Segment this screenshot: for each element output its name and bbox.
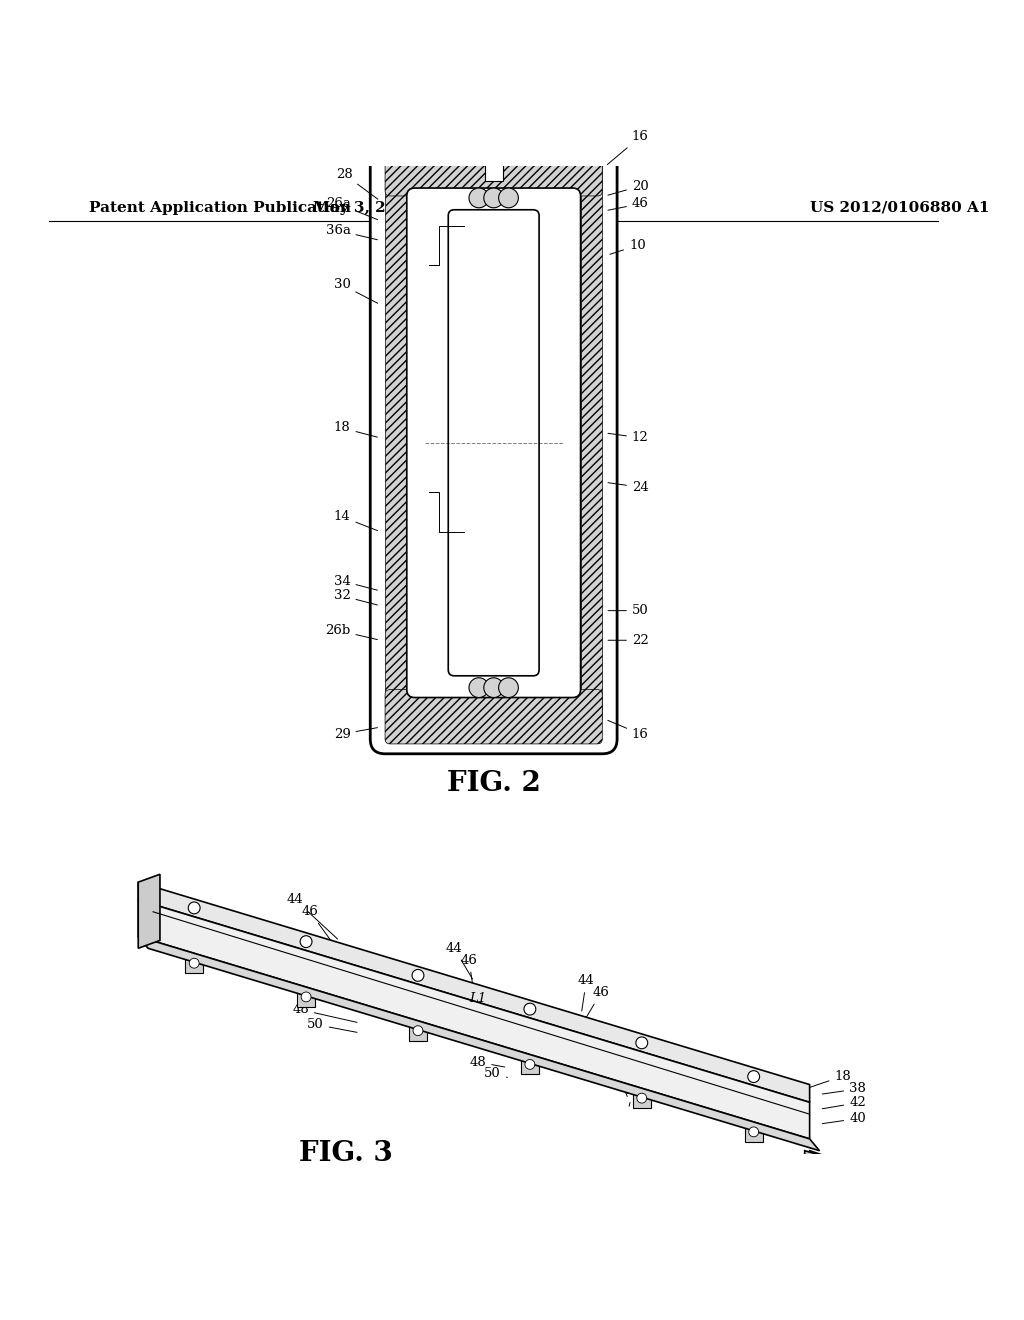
Text: 32: 32 bbox=[334, 589, 378, 605]
FancyBboxPatch shape bbox=[385, 689, 602, 744]
Text: Patent Application Publication: Patent Application Publication bbox=[89, 201, 351, 215]
FancyBboxPatch shape bbox=[449, 210, 539, 676]
Text: 50: 50 bbox=[484, 1068, 508, 1080]
Text: FIG. 3: FIG. 3 bbox=[299, 1140, 392, 1167]
Circle shape bbox=[525, 1060, 535, 1069]
Text: 40: 40 bbox=[822, 1111, 866, 1125]
Polygon shape bbox=[744, 1122, 763, 1142]
Circle shape bbox=[749, 1127, 759, 1137]
Text: 10: 10 bbox=[610, 239, 646, 255]
Text: 46: 46 bbox=[461, 953, 477, 990]
Text: 16: 16 bbox=[608, 721, 649, 741]
Circle shape bbox=[412, 969, 424, 981]
Circle shape bbox=[499, 677, 518, 697]
Text: May 3, 2012   Sheet 2 of 5: May 3, 2012 Sheet 2 of 5 bbox=[313, 201, 536, 215]
Circle shape bbox=[748, 1071, 760, 1082]
Text: 29: 29 bbox=[334, 727, 378, 741]
Text: 14: 14 bbox=[334, 511, 378, 531]
FancyBboxPatch shape bbox=[371, 132, 617, 754]
Text: 28: 28 bbox=[336, 168, 378, 199]
Text: 42: 42 bbox=[822, 1097, 866, 1109]
Text: 48: 48 bbox=[610, 1069, 628, 1097]
Text: 36a: 36a bbox=[326, 224, 378, 240]
Polygon shape bbox=[185, 953, 203, 973]
Text: 18: 18 bbox=[763, 1069, 851, 1104]
Circle shape bbox=[483, 677, 504, 697]
Text: 48: 48 bbox=[469, 1056, 505, 1069]
Bar bbox=[484, 161, 503, 181]
Text: 26a: 26a bbox=[326, 198, 378, 219]
Circle shape bbox=[189, 958, 199, 968]
Text: 18: 18 bbox=[334, 421, 378, 437]
Text: 44: 44 bbox=[445, 941, 472, 979]
Text: 26b: 26b bbox=[326, 624, 378, 640]
Circle shape bbox=[499, 187, 518, 207]
Circle shape bbox=[636, 1038, 648, 1049]
Circle shape bbox=[637, 1093, 647, 1104]
Polygon shape bbox=[410, 1020, 427, 1040]
Text: 48: 48 bbox=[292, 1003, 357, 1023]
Text: 12: 12 bbox=[608, 432, 648, 445]
Text: L1: L1 bbox=[469, 993, 486, 1006]
Text: 24: 24 bbox=[608, 480, 648, 494]
Circle shape bbox=[469, 187, 488, 207]
Polygon shape bbox=[138, 874, 160, 948]
Polygon shape bbox=[805, 1151, 840, 1175]
Text: 44: 44 bbox=[578, 974, 595, 1011]
Text: US 2012/0106880 A1: US 2012/0106880 A1 bbox=[810, 201, 989, 215]
Polygon shape bbox=[633, 1088, 650, 1107]
Circle shape bbox=[188, 902, 200, 913]
Circle shape bbox=[300, 936, 312, 948]
Text: 46: 46 bbox=[608, 198, 649, 210]
Text: 46: 46 bbox=[302, 906, 338, 950]
Text: 38: 38 bbox=[822, 1082, 866, 1096]
Circle shape bbox=[413, 1026, 423, 1036]
Text: 16: 16 bbox=[607, 131, 649, 165]
Text: 22: 22 bbox=[608, 634, 648, 647]
Text: 30: 30 bbox=[334, 279, 378, 304]
Text: 50: 50 bbox=[608, 605, 648, 618]
Text: 20: 20 bbox=[608, 180, 648, 195]
Circle shape bbox=[524, 1003, 536, 1015]
FancyBboxPatch shape bbox=[385, 141, 602, 195]
FancyBboxPatch shape bbox=[385, 166, 407, 719]
FancyBboxPatch shape bbox=[407, 187, 581, 697]
Polygon shape bbox=[138, 900, 810, 1139]
Text: 50: 50 bbox=[307, 1018, 357, 1032]
Polygon shape bbox=[297, 987, 315, 1007]
Circle shape bbox=[816, 1163, 826, 1172]
Text: 34: 34 bbox=[334, 574, 378, 590]
Text: 44: 44 bbox=[287, 894, 338, 939]
FancyBboxPatch shape bbox=[581, 166, 602, 719]
Text: 50: 50 bbox=[625, 1084, 642, 1106]
Text: FIG. 2: FIG. 2 bbox=[446, 770, 541, 797]
Polygon shape bbox=[138, 936, 819, 1151]
Polygon shape bbox=[521, 1055, 539, 1074]
Circle shape bbox=[483, 187, 504, 207]
Circle shape bbox=[301, 993, 311, 1002]
Polygon shape bbox=[138, 882, 810, 1102]
Text: 46: 46 bbox=[583, 986, 609, 1023]
Circle shape bbox=[469, 677, 488, 697]
